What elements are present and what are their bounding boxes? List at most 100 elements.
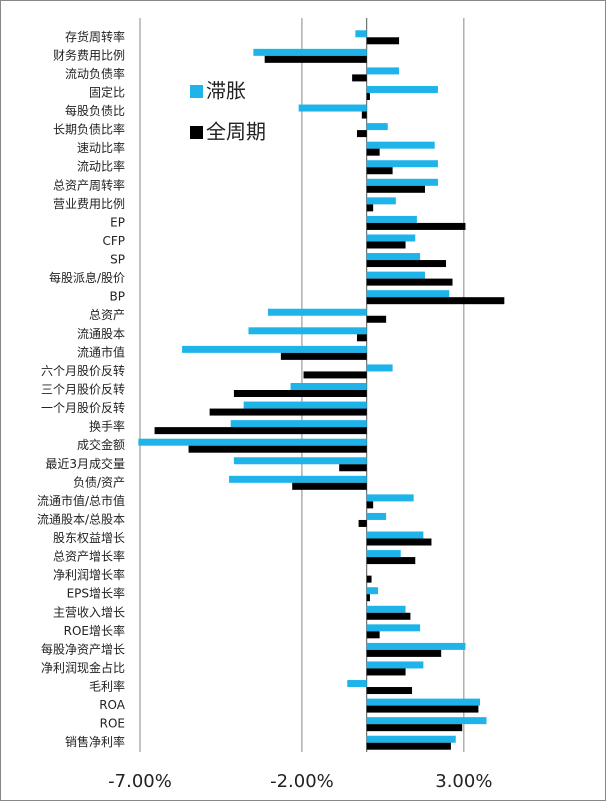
y-tick-label: 流通市值/总市值 <box>37 493 125 508</box>
bar <box>366 123 388 131</box>
bar <box>366 167 393 175</box>
bar <box>366 557 416 565</box>
legend-swatch <box>190 126 203 139</box>
y-tick-label: SP <box>110 253 125 267</box>
bar <box>303 371 367 379</box>
y-tick-label: 总资产 <box>89 308 125 322</box>
bar <box>366 587 379 595</box>
y-tick-label: 总资产增长率 <box>53 549 125 564</box>
bar <box>366 215 417 223</box>
y-tick-label: 流通股本/总股本 <box>37 512 125 526</box>
bar <box>366 197 396 205</box>
bar <box>366 661 424 669</box>
bar <box>339 464 367 472</box>
bar <box>290 383 367 390</box>
bar <box>233 390 367 397</box>
y-tick-label: 每股净资产增长 <box>41 641 125 656</box>
bar <box>366 148 380 156</box>
bar <box>366 624 421 632</box>
y-tick-label: 换手率 <box>89 419 125 434</box>
bar <box>366 717 487 725</box>
bar <box>366 234 416 242</box>
y-tick-label: 负债/资产 <box>73 475 125 489</box>
bar <box>366 222 466 230</box>
bar <box>366 642 466 650</box>
y-tick-label: 销售净利率 <box>65 734 125 749</box>
bar <box>347 680 367 688</box>
bar <box>366 85 438 93</box>
legend-label: 滞胀 <box>206 79 246 103</box>
y-tick-label: 存货周转率 <box>65 29 125 44</box>
bar <box>366 668 406 676</box>
bar <box>138 438 367 446</box>
y-tick-label: EP <box>110 215 125 229</box>
bar <box>366 698 481 706</box>
y-tick-label: 股东权益增长 <box>53 531 125 545</box>
bar <box>253 48 367 56</box>
y-tick-label: 一个月股价反转 <box>41 400 125 415</box>
bar <box>366 37 400 45</box>
bar <box>366 253 421 261</box>
bar <box>366 501 374 509</box>
y-tick-label: 速动比率 <box>77 140 125 155</box>
y-tick-label: 每股派息/股价 <box>49 270 125 285</box>
y-tick-label: 毛利率 <box>89 679 125 694</box>
bar <box>188 445 367 453</box>
y-tick-label: 流动负债率 <box>65 66 125 81</box>
bar <box>366 724 463 732</box>
bar <box>366 260 447 268</box>
x-tick-label: 3.00% <box>435 771 492 792</box>
bar <box>361 111 367 119</box>
bar <box>366 512 387 520</box>
y-tick-label: ROE增长率 <box>64 623 125 638</box>
bar <box>366 538 432 546</box>
bar <box>356 130 367 138</box>
bar <box>366 687 413 695</box>
y-tick-label: BP <box>110 290 125 304</box>
bar <box>366 290 450 298</box>
bar <box>352 74 367 82</box>
bar <box>243 401 367 409</box>
legend-label: 全周期 <box>206 120 266 144</box>
bar <box>366 550 401 558</box>
bar <box>366 67 400 75</box>
y-tick-label: 三个月股价反转 <box>41 382 125 397</box>
bar <box>298 104 367 112</box>
bar <box>366 531 424 539</box>
x-tick-label: -7.00% <box>108 771 172 792</box>
bar <box>233 457 367 465</box>
bar <box>355 30 367 38</box>
y-tick-label: 六个月股价反转 <box>41 363 125 378</box>
bar <box>366 494 414 502</box>
bar <box>366 705 479 713</box>
y-tick-label: 财务费用比例 <box>53 47 125 62</box>
bar <box>358 519 367 527</box>
bar <box>366 735 456 743</box>
bar <box>209 408 367 416</box>
bar <box>366 278 453 286</box>
legend-swatch <box>190 85 203 98</box>
bar <box>366 160 438 168</box>
bar <box>366 297 505 305</box>
bar <box>366 612 411 620</box>
bar <box>229 475 367 483</box>
bar <box>366 178 438 186</box>
bar <box>366 315 387 323</box>
y-tick-label: 流动比率 <box>77 159 125 174</box>
y-tick-label: 净利润现金占比 <box>41 660 125 675</box>
y-tick-label: CFP <box>102 234 125 248</box>
y-tick-label: 总资产周转率 <box>53 177 125 192</box>
bar <box>264 55 367 63</box>
y-tick-label: 长期负债比率 <box>53 122 125 137</box>
bar <box>182 345 367 353</box>
bar <box>366 742 451 750</box>
y-tick-label: 每股负债比 <box>65 103 125 118</box>
bar <box>292 482 367 490</box>
y-tick-label: ROE <box>100 717 125 731</box>
bar <box>366 575 372 583</box>
y-tick-label: 净利润增长率 <box>53 567 125 582</box>
y-tick-label: 最近3月成交量 <box>45 456 125 471</box>
y-tick-label: 主营收入增长 <box>53 605 125 619</box>
y-tick-label: 流通市值 <box>77 344 125 359</box>
